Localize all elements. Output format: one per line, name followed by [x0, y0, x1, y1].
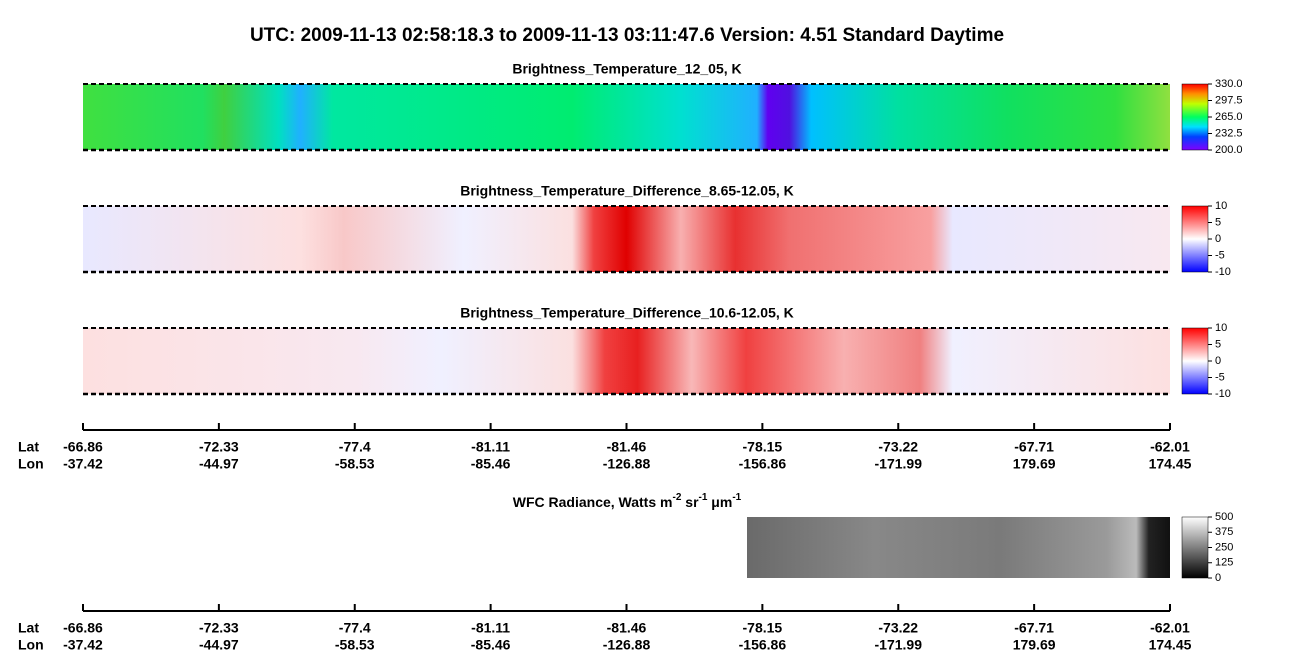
lon-tick-label: -44.97	[199, 637, 239, 653]
lat-label: Lat	[18, 439, 39, 455]
lat-tick-label: -81.11	[471, 439, 510, 455]
panel-title: Brightness_Temperature_Difference_8.65-1…	[460, 183, 794, 199]
lat-tick-label: -67.71	[1014, 439, 1054, 455]
heatmap-image	[83, 328, 1170, 394]
lon-tick-label: -156.86	[739, 637, 787, 653]
lat-tick-label: -73.22	[878, 439, 918, 455]
title-part: WFC Radiance, Watts m	[513, 494, 673, 510]
lon-tick-label: -58.53	[335, 637, 375, 653]
lat-tick-label: -62.01	[1150, 439, 1190, 455]
colorbar-tick-label: 5	[1215, 216, 1221, 228]
panel-title: WFC Radiance, Watts m-2 sr-1 μm-1	[513, 492, 742, 510]
colorbar-tick-label: 297.5	[1215, 94, 1243, 106]
panel-title: Brightness_Temperature_12_05, K	[512, 61, 741, 77]
colorbar-tick-label: 10	[1215, 322, 1227, 334]
colorbar-tick-label: 0	[1215, 572, 1221, 584]
lat-tick-label: -66.86	[63, 620, 103, 636]
lon-tick-label: -126.88	[603, 637, 651, 653]
lon-tick-label: 179.69	[1013, 456, 1056, 472]
lat-tick-label: -67.71	[1014, 620, 1054, 636]
lat-tick-label: -66.86	[63, 439, 103, 455]
lat-label: Lat	[18, 620, 39, 636]
lon-tick-label: -44.97	[199, 456, 239, 472]
heatmap-image	[83, 206, 1170, 272]
colorbar	[1181, 83, 1209, 151]
lon-tick-label: -58.53	[335, 456, 375, 472]
lat-tick-label: -81.46	[607, 439, 647, 455]
colorbar	[1181, 516, 1209, 579]
lat-tick-label: -81.11	[471, 620, 510, 636]
title: UTC: 2009-11-13 02:58:18.3 to 2009-11-13…	[250, 25, 1004, 46]
colorbar-tick-label: 10	[1215, 200, 1227, 212]
colorbar-tick-label: -5	[1215, 249, 1225, 261]
lon-tick-label: -156.86	[739, 456, 787, 472]
title-part: sr	[681, 494, 699, 510]
lat-tick-label: -73.22	[878, 620, 918, 636]
lon-tick-label: -37.42	[63, 637, 103, 653]
colorbar-tick-label: -5	[1215, 371, 1225, 383]
lon-tick-label: -37.42	[63, 456, 103, 472]
title-part: μm	[707, 494, 732, 510]
colorbar-tick-label: 125	[1215, 557, 1233, 569]
lon-tick-label: -126.88	[603, 456, 651, 472]
colorbar	[1181, 327, 1209, 395]
colorbar-tick-label: -10	[1215, 388, 1231, 400]
colorbar-tick-label: 250	[1215, 541, 1233, 553]
lon-tick-label: 179.69	[1013, 637, 1056, 653]
colorbar-tick-label: 500	[1215, 511, 1233, 523]
lon-tick-label: -85.46	[471, 456, 511, 472]
colorbar-tick-label: 375	[1215, 526, 1233, 538]
lat-tick-label: -78.15	[743, 439, 783, 455]
colorbar	[1181, 205, 1209, 273]
lat-tick-label: -77.4	[339, 439, 371, 455]
lat-tick-label: -78.15	[743, 620, 783, 636]
lat-tick-label: -62.01	[1150, 620, 1190, 636]
title-part: -2	[672, 492, 681, 503]
heatmap-image	[83, 84, 1170, 150]
lon-tick-label: -85.46	[471, 637, 511, 653]
colorbar-tick-label: 5	[1215, 338, 1221, 350]
lon-label: Lon	[18, 456, 44, 472]
lon-tick-label: -171.99	[875, 637, 923, 653]
colorbar-tick-label: 0	[1215, 355, 1221, 367]
lat-tick-label: -72.33	[199, 439, 239, 455]
heatmap-image	[747, 517, 1170, 578]
lat-tick-label: -77.4	[339, 620, 371, 636]
colorbar-tick-label: 232.5	[1215, 127, 1243, 139]
panel-title: Brightness_Temperature_Difference_10.6-1…	[460, 305, 794, 321]
lon-tick-label: -171.99	[875, 456, 923, 472]
lat-tick-label: -72.33	[199, 620, 239, 636]
title-part: -1	[732, 492, 741, 503]
lon-tick-label: 174.45	[1149, 637, 1192, 653]
colorbar-tick-label: 330.0	[1215, 78, 1243, 90]
colorbar-tick-label: 200.0	[1215, 144, 1243, 156]
lat-tick-label: -81.46	[607, 620, 647, 636]
colorbar-tick-label: -10	[1215, 266, 1231, 278]
colorbar-tick-label: 265.0	[1215, 111, 1243, 123]
lon-label: Lon	[18, 637, 44, 653]
colorbar-tick-label: 0	[1215, 233, 1221, 245]
title-part: -1	[699, 492, 708, 503]
lon-tick-label: 174.45	[1149, 456, 1192, 472]
